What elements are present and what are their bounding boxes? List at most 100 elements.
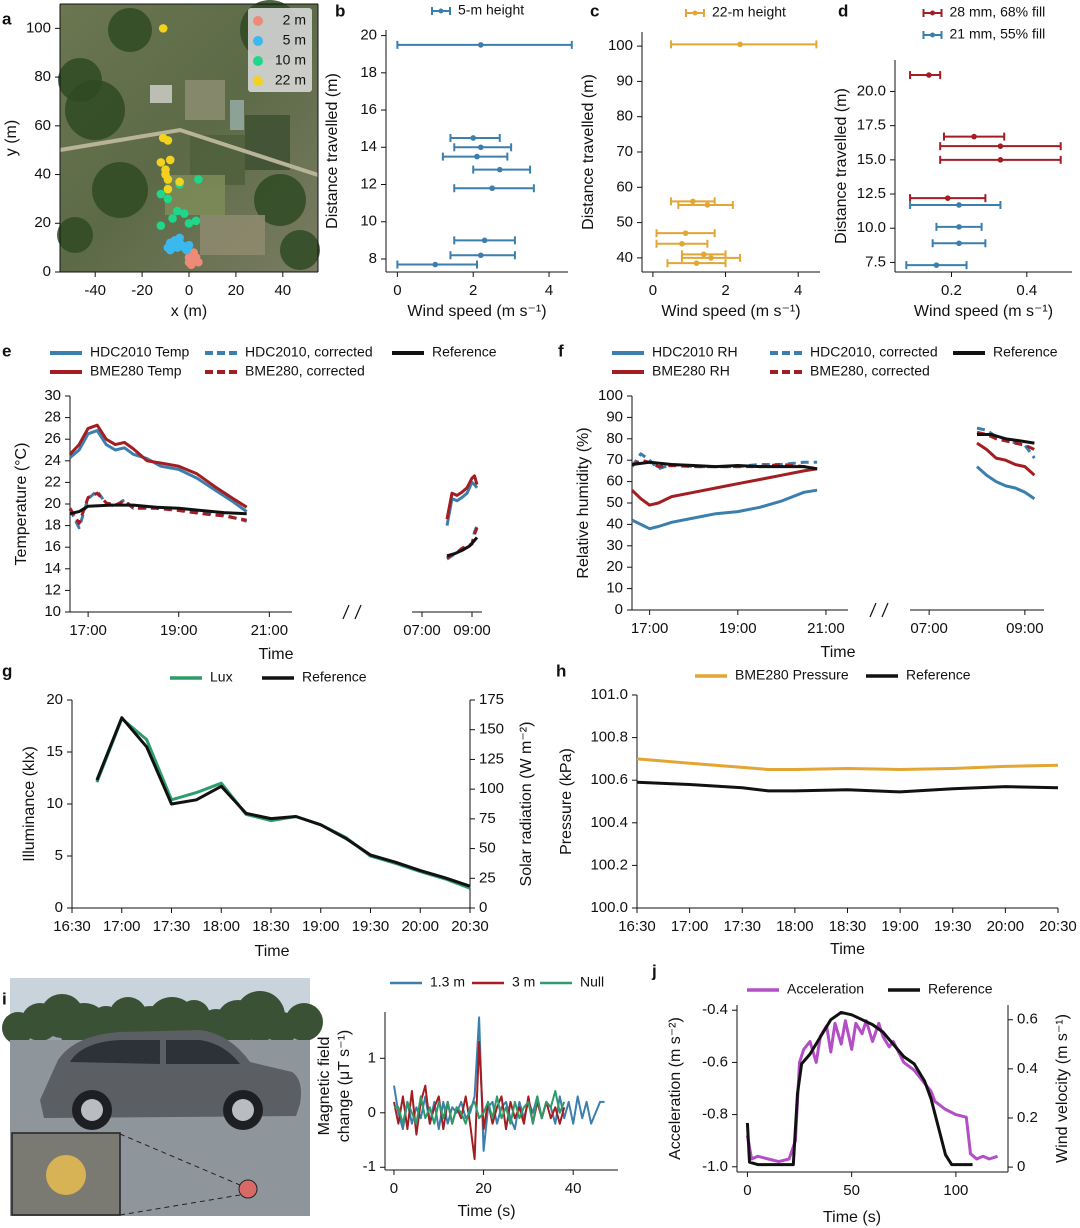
series-line	[68, 491, 247, 525]
chart-j: 0 50 100 -1.0 -0.8 -0.6 -0.4 0 0.2 0.4 0.6 Time (s)…	[667, 981, 1071, 1227]
scatter-point	[168, 214, 177, 223]
y-tick-label: 0	[615, 601, 623, 618]
y-tick-label: 20	[360, 27, 377, 44]
panel-letter: a	[2, 9, 12, 28]
y-tick-label: 10.0	[857, 219, 886, 236]
y-tick-label: 60	[34, 117, 51, 134]
legend-entry: HDC2010 RH	[652, 344, 738, 360]
data-point	[933, 262, 940, 268]
tree-canopy	[92, 162, 148, 218]
scatter-point	[165, 245, 175, 255]
legend-entry: 22-m height	[712, 4, 786, 20]
x-axis-label: x (m)	[171, 303, 207, 320]
scatter-point	[161, 170, 170, 179]
x-tick-label: 0.2	[941, 282, 962, 299]
x-tick-label: 19:30	[352, 918, 390, 935]
y-tick-label: 0.6	[1017, 1011, 1038, 1028]
data-point	[997, 157, 1004, 163]
panel-letter: b	[335, 1, 345, 20]
legend-entry: BME280 Temp	[90, 363, 182, 379]
y-axis-label: Magnetic field	[316, 1037, 333, 1136]
y-axis-label: Acceleration (m s⁻²)	[667, 1017, 684, 1160]
chart-i: 0 20 40 -1 0 1 Time (s) Magnetic field change (μ…	[316, 974, 618, 1220]
panel-letter: e	[2, 341, 11, 360]
legend-swatch	[253, 56, 263, 66]
x-axis-label: Wind speed (m s⁻¹)	[407, 303, 546, 320]
data-point	[682, 230, 689, 236]
series-line	[745, 1010, 973, 1167]
y-tick-label: 10	[44, 603, 61, 620]
y-tick-label: 175	[479, 691, 504, 708]
x-tick-label: 0	[649, 282, 657, 299]
series-line	[69, 503, 247, 516]
legend-swatch	[253, 16, 263, 26]
chart-g: 16:30 17:00 17:30 18:00 18:30 19:00 19:30 20:00…	[21, 669, 535, 961]
y-tick-label: 100.0	[590, 899, 628, 916]
tree-canopy	[108, 8, 152, 52]
axis-break	[881, 602, 889, 618]
y-tick-label: 0	[368, 1104, 376, 1121]
y-tick-label: 50	[606, 494, 623, 511]
chart-a: -40 -20 0 20 40 0 20 40 60 80 100 x (m) y (m) 2 m 5 m 1…	[3, 0, 320, 320]
x-tick-label: 2	[721, 282, 729, 299]
x-tick-label: -20	[131, 282, 153, 299]
legend-swatch	[253, 36, 263, 46]
y-tick-label: 0.4	[1017, 1060, 1038, 1077]
x-tick-label: 21:00	[251, 622, 289, 639]
x-tick-label: 50	[843, 1182, 860, 1199]
y-tick-label: 22	[44, 473, 61, 490]
series-line	[95, 717, 471, 890]
series-line	[631, 488, 818, 531]
scatter-point	[180, 209, 189, 218]
scatter-point	[156, 189, 166, 199]
y-tick-label: 80	[34, 68, 51, 85]
y-tick-label: 101.0	[590, 686, 628, 703]
data-point	[690, 198, 696, 205]
y-tick-label: 100	[598, 387, 623, 404]
y-tick-label: 80	[616, 108, 633, 125]
y-tick-label: 12	[360, 175, 377, 192]
y-tick-label: 40	[606, 515, 623, 532]
y-tick-label: 100.8	[590, 729, 628, 746]
data-point	[477, 252, 484, 259]
panel-letter: j	[651, 961, 657, 980]
x-tick-label: 20:30	[1039, 918, 1077, 935]
data-point	[496, 166, 503, 173]
scatter-point	[156, 158, 166, 167]
data-point	[956, 224, 962, 230]
series-line	[445, 474, 479, 520]
y-tick-label: 100.2	[590, 856, 628, 873]
y-tick-label: 26	[44, 430, 61, 447]
x-tick-label: 0.4	[1016, 282, 1037, 299]
y-tick-label: 90	[606, 408, 623, 425]
x-tick-label: 17:00	[103, 918, 141, 935]
series-line	[393, 1016, 605, 1152]
x-axis-label: Time (s)	[823, 1209, 881, 1226]
x-axis-label: Time	[830, 941, 865, 958]
series-line	[745, 1019, 999, 1164]
x-tick-label: 17:30	[153, 918, 191, 935]
y-axis-label: y (m)	[3, 120, 20, 156]
y-tick-label: 50	[616, 214, 633, 231]
data-point	[474, 153, 480, 160]
y-tick-label: 14	[360, 138, 377, 155]
series-line	[446, 536, 479, 558]
data-point	[926, 72, 932, 78]
y-tick-label: 20.0	[857, 82, 886, 99]
data-point	[704, 202, 711, 208]
y-tick-label: 100	[26, 19, 51, 36]
x-axis-label: Wind speed (m s⁻¹)	[914, 303, 1053, 320]
x-tick-label: 2	[469, 282, 477, 299]
y-tick-label: 24	[44, 452, 61, 469]
legend-entry: 5-m height	[458, 2, 524, 18]
series-line	[69, 429, 248, 513]
scatter-point	[184, 253, 194, 262]
legend-entry: 21 mm, 55% fill	[950, 26, 1046, 42]
x-tick-label: 20:30	[451, 918, 489, 935]
scatter-point	[175, 233, 184, 243]
legend-entry: BME280, corrected	[245, 363, 365, 379]
legend-entry: 5 m	[283, 32, 306, 48]
y-tick-label: 50	[479, 840, 496, 857]
y-tick-label: 20	[44, 495, 61, 512]
legend-entry: 2 m	[283, 12, 306, 28]
